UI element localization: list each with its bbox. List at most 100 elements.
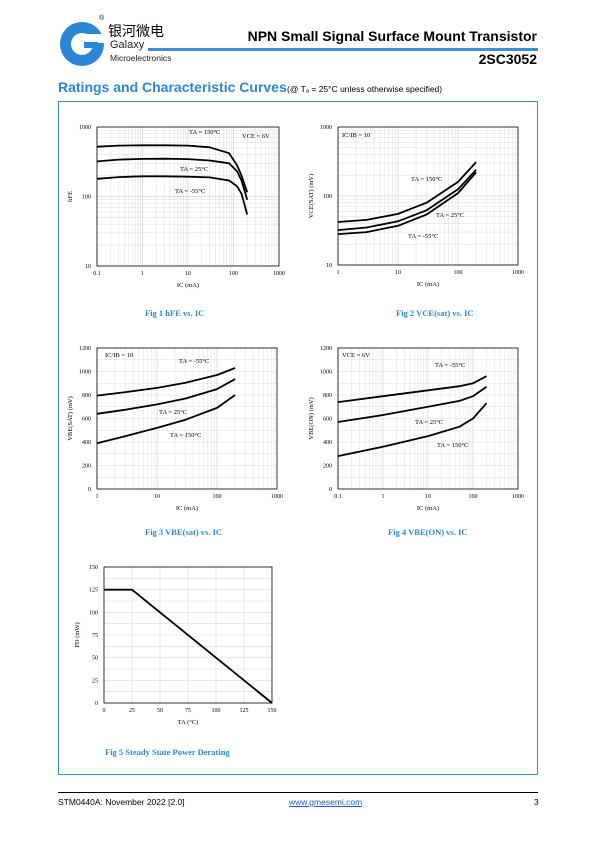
fig3-x-axis-label: IC (mA) [176, 505, 198, 512]
fig5-series-line [104, 588, 273, 704]
fig3-x-tick-label: 10 [154, 494, 160, 500]
fig5-x-tick-label: 50 [157, 708, 163, 714]
document-title: NPN Small Signal Surface Mount Transisto… [247, 28, 537, 44]
fig4-annotation: VCE = 6V [342, 352, 370, 359]
fig1-annotation: VCE = 6V [242, 133, 270, 140]
fig4-x-tick-label: 1 [382, 494, 385, 500]
fig2-y-axis-label: VCE(SAT) (mV) [308, 174, 315, 219]
section-condition: (@ Tₐ = 25°C unless otherwise specified) [287, 84, 443, 94]
fig3-y-tick-label: 1200 [79, 346, 91, 352]
fig5-y-tick-label: 100 [89, 610, 98, 616]
fig5-x-tick-label: 150 [268, 708, 277, 714]
fig4-x-tick-label: 1000 [512, 494, 524, 500]
fig4-x-tick-label: 100 [469, 494, 478, 500]
fig2-x-tick-label: 1 [337, 270, 340, 276]
fig1-series-label: TA = 25°C [180, 166, 208, 173]
registered-mark: ® [99, 15, 105, 22]
fig5-y-tick-label: 150 [89, 565, 98, 571]
fig3-y-tick-label: 800 [82, 393, 91, 399]
fig2-series-line [337, 169, 477, 231]
fig1-series-label: TA = 150°C [189, 129, 220, 136]
fig1-y-axis-label: hFE [67, 191, 74, 202]
fig3-y-tick-label: 400 [82, 440, 91, 446]
footer-rule [58, 792, 538, 793]
fig2-plot-area [337, 126, 519, 266]
fig2-y-tick-label: 100 [323, 194, 332, 200]
fig3-x-tick-label: 1 [96, 494, 99, 500]
fig4-series-label: TA = 150°C [437, 442, 468, 449]
fig1-y-tick-label: 100 [82, 195, 91, 201]
fig5-x-axis-label: TA (°C) [178, 719, 199, 726]
fig4-y-tick-label: 800 [323, 393, 332, 399]
fig2-series-line [337, 161, 477, 223]
fig5-y-tick-label: 25 [92, 678, 98, 684]
fig1-x-axis-label: IC (mA) [177, 282, 199, 289]
fig1-series-line [96, 157, 249, 200]
fig3-series-label: TA = 25°C [159, 409, 187, 416]
fig1-series-line [96, 144, 249, 193]
fig3-plot-area [96, 347, 278, 490]
part-number: 2SC3052 [478, 51, 537, 67]
brand-english: Galaxy [110, 39, 145, 51]
fig1-plot-area [96, 126, 280, 267]
fig2-x-tick-label: 1000 [512, 270, 524, 276]
fig4-y-tick-label: 1200 [320, 346, 332, 352]
fig1-y-tick-label: 10 [85, 264, 91, 270]
fig2-series-label: TA = 25°C [436, 212, 464, 219]
fig5-y-tick-label: 50 [92, 656, 98, 662]
fig4-x-tick-label: 10 [425, 494, 431, 500]
fig2-series-label: TA = 150°C [411, 176, 442, 183]
fig3-x-tick-label: 100 [213, 494, 222, 500]
footer-page-number: 3 [534, 797, 539, 807]
fig3-y-tick-label: 600 [82, 417, 91, 423]
fig5-y-tick-label: 125 [89, 588, 98, 594]
fig3-caption: Fig 3 VBE(sat) vs. IC [145, 527, 222, 537]
header-rule [148, 48, 538, 51]
fig4-y-tick-label: 0 [329, 487, 332, 493]
fig3-series-label: TA = -55°C [179, 358, 209, 365]
fig3-x-tick-label: 1000 [271, 494, 283, 500]
fig4-y-tick-label: 600 [323, 417, 332, 423]
fig5-caption: Fig 5 Steady State Power Derating [105, 747, 230, 757]
fig2-y-tick-label: 1000 [320, 125, 332, 131]
fig3-series-line [96, 378, 236, 415]
fig4-y-tick-label: 1000 [320, 370, 332, 376]
fig3-y-tick-label: 0 [88, 487, 91, 493]
fig4-y-axis-label: VBE(ON) (mV) [308, 397, 315, 439]
figures-frame [58, 101, 538, 775]
fig1-y-tick-label: 1000 [79, 125, 91, 131]
fig5-x-tick-label: 75 [185, 708, 191, 714]
fig2-x-tick-label: 10 [395, 270, 401, 276]
fig5-x-tick-label: 25 [129, 708, 135, 714]
fig1-series-line [96, 175, 249, 215]
fig2-series-label: TA = -55°C [408, 233, 438, 240]
fig3-annotation: IC/IB = 10 [105, 352, 133, 359]
fig3-y-axis-label: VBE(SAT) (mV) [67, 396, 74, 441]
fig1-series-label: TA = -55°C [175, 188, 205, 195]
fig1-x-tick-label: 1 [141, 271, 144, 277]
fig2-caption: Fig 2 VCE(sat) vs. IC [396, 308, 474, 318]
galaxy-logo-icon [60, 22, 106, 66]
fig4-y-tick-label: 400 [323, 440, 332, 446]
fig5-x-tick-label: 0 [103, 708, 106, 714]
fig3-y-tick-label: 1000 [79, 370, 91, 376]
fig2-x-tick-label: 100 [454, 270, 463, 276]
fig1-x-tick-label: 100 [229, 271, 238, 277]
brand-english-sub: Microelectronics [110, 53, 172, 63]
fig3-series-label: TA = 150°C [170, 432, 201, 439]
fig4-y-tick-label: 200 [323, 464, 332, 470]
fig3-y-tick-label: 200 [82, 464, 91, 470]
fig1-x-tick-label: 0.1 [93, 271, 101, 277]
fig4-plot-area [337, 347, 519, 490]
footer-url-link[interactable]: www.gmesemi.com [289, 797, 363, 807]
brand-chinese: 银河微电 [108, 24, 164, 40]
fig4-series-line [337, 402, 488, 457]
fig4-series-line [337, 375, 487, 403]
fig2-annotation: IC/IB = 10 [342, 132, 370, 139]
fig5-x-tick-label: 100 [212, 708, 221, 714]
footer-doc-id: STM0440A: November 2022 [2.0] [58, 797, 185, 807]
fig3-series-line [96, 367, 236, 397]
fig2-series-line [337, 171, 477, 235]
fig1-x-tick-label: 10 [185, 271, 191, 277]
